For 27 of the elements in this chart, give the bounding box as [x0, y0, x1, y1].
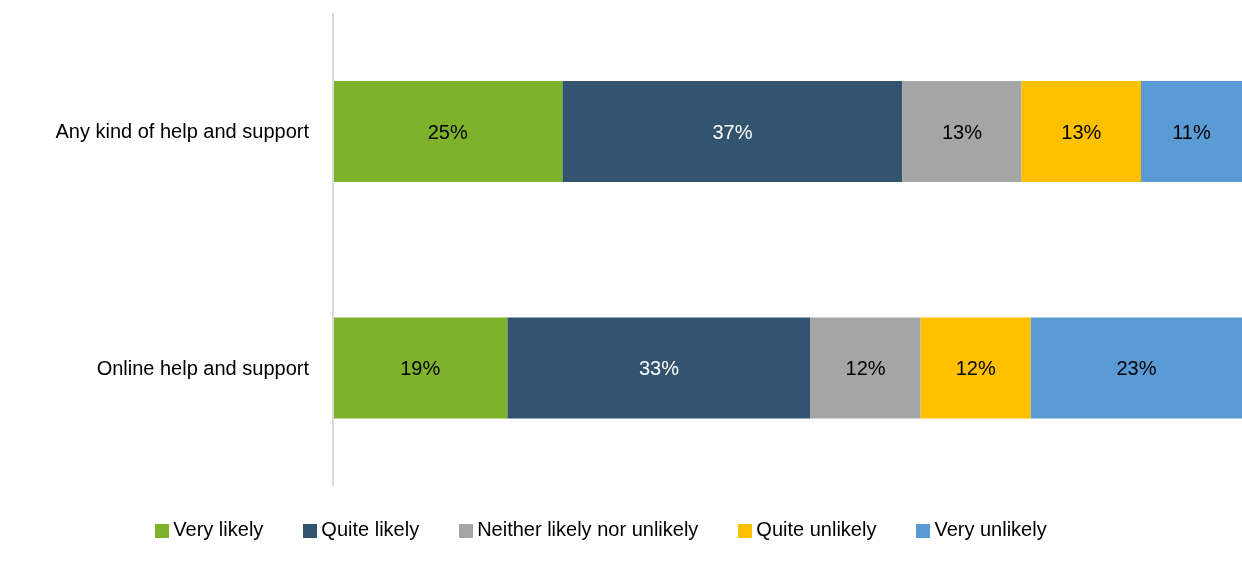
- legend-label: Very unlikely: [934, 518, 1047, 540]
- data-label: 11%: [1172, 120, 1211, 143]
- bar: [902, 81, 1022, 182]
- bar: [1141, 81, 1242, 182]
- y-tick-label: Online help and support: [96, 356, 310, 379]
- data-label: 33%: [638, 357, 680, 379]
- bar: [1030, 317, 1242, 419]
- data-label: 19%: [400, 357, 441, 379]
- legend-label: Neither likely nor unlikely: [477, 518, 699, 540]
- bar: [810, 317, 921, 419]
- data-label: 13%: [1061, 120, 1102, 143]
- legend-label: Very likely: [173, 518, 264, 540]
- data-label: 37%: [712, 120, 753, 143]
- legend-label: Quite likely: [321, 518, 420, 540]
- data-label: 12%: [845, 357, 886, 379]
- bar: [333, 81, 563, 182]
- data-label: 13%: [941, 120, 983, 143]
- bar: [1021, 81, 1141, 182]
- legend-label: Quite unlikely: [756, 518, 877, 540]
- bar: [920, 317, 1031, 419]
- y-tick-label: Any kind of help and support: [55, 120, 310, 143]
- data-label: 12%: [955, 357, 996, 379]
- bar: [507, 317, 811, 419]
- data-label: 25%: [427, 120, 468, 143]
- bar: [333, 317, 508, 419]
- data-label: 23%: [1116, 357, 1157, 379]
- bar: [562, 81, 903, 182]
